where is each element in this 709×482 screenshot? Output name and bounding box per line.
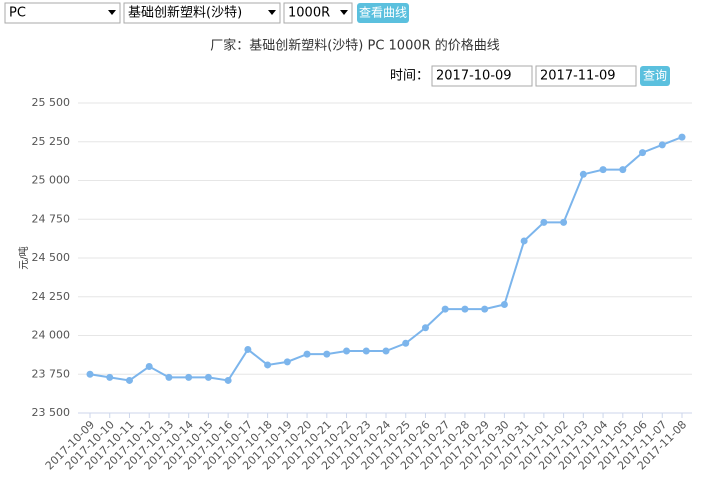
select-arrow: [108, 10, 116, 15]
data-point: [224, 376, 232, 384]
data-point: [579, 170, 587, 178]
data-point: [382, 347, 390, 355]
data-point: [540, 218, 548, 226]
data-point: [323, 350, 331, 358]
view-button-label: 查看曲线: [359, 6, 407, 20]
grade-value: 1000R: [288, 6, 330, 21]
y-tick-label: 25 000: [32, 174, 71, 187]
select-arrow: [340, 10, 348, 15]
view-button[interactable]: [357, 3, 409, 23]
end-date-input[interactable]: [535, 65, 637, 87]
data-point: [421, 324, 429, 332]
data-point: [303, 350, 311, 358]
data-point: [145, 363, 153, 370]
y-tick-label: 25 250: [32, 135, 71, 148]
data-point: [125, 376, 133, 384]
data-point: [599, 166, 607, 174]
data-point: [500, 301, 508, 308]
data-point: [106, 373, 114, 381]
data-point: [481, 305, 489, 313]
maker-select[interactable]: [123, 2, 281, 24]
select-arrow: [268, 10, 276, 15]
y-tick-label: 23 500: [32, 406, 71, 419]
time-label: 时间：: [390, 69, 429, 84]
data-point: [283, 358, 291, 366]
data-point: [185, 373, 193, 381]
data-point: [165, 373, 173, 381]
y-tick-label: 24 500: [32, 251, 71, 264]
product-value: PC: [9, 6, 26, 21]
query-button[interactable]: [640, 66, 670, 86]
y-tick-label: 25 500: [32, 96, 71, 109]
data-point: [461, 305, 469, 313]
data-point: [678, 133, 686, 141]
maker-value: 基础创新塑料(沙特): [128, 5, 242, 21]
data-point: [264, 361, 272, 369]
data-point: [441, 305, 449, 313]
end-date: 2017-11-09: [540, 69, 616, 84]
data-point: [402, 339, 410, 347]
y-tick-label: 24 250: [32, 290, 71, 303]
data-point: [86, 370, 94, 378]
data-point: [520, 237, 528, 245]
data-point: [619, 166, 627, 174]
product-select[interactable]: [4, 2, 121, 24]
data-point: [343, 347, 351, 355]
y-tick-label: 23 750: [32, 367, 71, 380]
data-point: [639, 149, 647, 157]
price-line: [89, 136, 683, 382]
start-date: 2017-10-09: [436, 69, 512, 84]
y-tick-label: 24 000: [32, 329, 71, 342]
data-point: [204, 373, 212, 381]
y-axis-label: 元/吨: [17, 246, 30, 269]
data-point: [244, 345, 252, 353]
data-point: [362, 347, 370, 355]
data-point: [658, 141, 666, 149]
start-date-input[interactable]: [431, 65, 533, 87]
grade-select[interactable]: [283, 2, 353, 24]
chart-title: 厂家：基础创新塑料(沙特) PC 1000R 的价格曲线: [210, 38, 500, 54]
y-tick-label: 24 750: [32, 212, 71, 225]
data-point: [560, 218, 568, 226]
query-button-label: 查询: [643, 69, 667, 83]
